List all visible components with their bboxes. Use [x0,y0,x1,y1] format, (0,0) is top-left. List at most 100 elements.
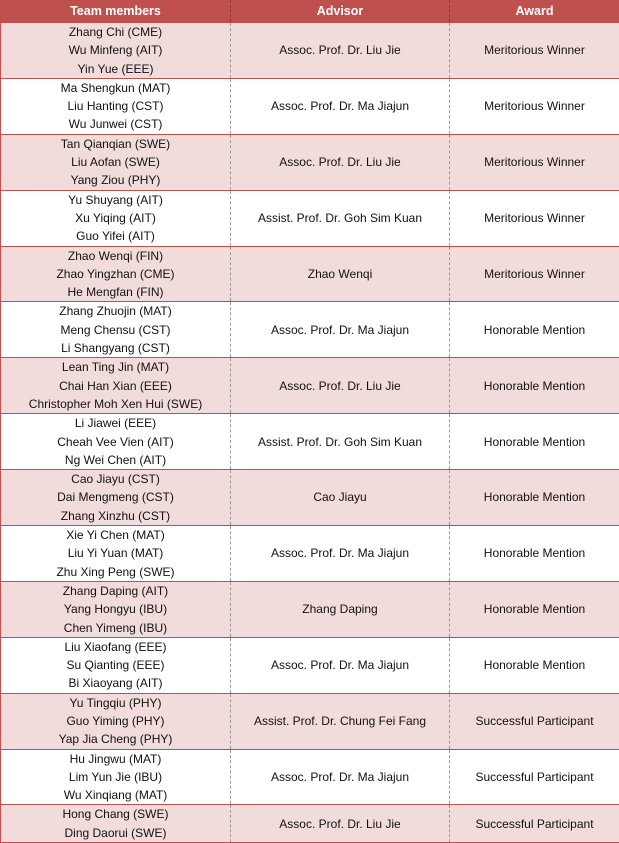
team-member: Yap Jia Cheng (PHY) [1,730,230,748]
award-cell: Meritorious Winner [450,190,619,246]
team-member: Chai Han Xian (EEE) [1,377,230,395]
team-members-cell: Zhao Wenqi (FIN)Zhao Yingzhan (CME)He Me… [1,246,231,302]
team-member: Xu Yiqing (AIT) [1,209,230,227]
team-members-cell: Ma Shengkun (MAT)Liu Hanting (CST)Wu Jun… [1,78,231,134]
advisor-cell: Assoc. Prof. Dr. Ma Jiajun [231,526,450,582]
team-members-cell: Hu Jingwu (MAT)Lim Yun Jie (IBU)Wu Xinqi… [1,749,231,805]
team-member: Wu Junwei (CST) [1,115,230,133]
team-member: Yang Ziou (PHY) [1,171,230,189]
table-row: Yu Shuyang (AIT)Xu Yiqing (AIT)Guo Yifei… [1,190,619,246]
team-member: Meng Chensu (CST) [1,321,230,339]
award-cell: Meritorious Winner [450,78,619,134]
team-members-cell: Lean Ting Jin (MAT)Chai Han Xian (EEE)Ch… [1,358,231,414]
advisor-cell: Cao Jiayu [231,470,450,526]
advisor-cell: Assist. Prof. Dr. Goh Sim Kuan [231,190,450,246]
award-cell: Honorable Mention [450,414,619,470]
team-members-cell: Cao Jiayu (CST)Dai Mengmeng (CST)Zhang X… [1,470,231,526]
team-member: Hong Chang (SWE) [1,805,230,823]
table-row: Hu Jingwu (MAT)Lim Yun Jie (IBU)Wu Xinqi… [1,749,619,805]
advisor-cell: Assoc. Prof. Dr. Liu Jie [231,358,450,414]
table-row: Zhang Zhuojin (MAT)Meng Chensu (CST)Li S… [1,302,619,358]
header-row: Team members Advisor Award [1,0,619,23]
team-member: Liu Yi Yuan (MAT) [1,544,230,562]
table-row: Cao Jiayu (CST)Dai Mengmeng (CST)Zhang X… [1,470,619,526]
team-member: Chen Yimeng (IBU) [1,619,230,637]
team-member: Zhang Xinzhu (CST) [1,507,230,525]
advisor-cell: Zhao Wenqi [231,246,450,302]
award-cell: Honorable Mention [450,581,619,637]
header-team-members: Team members [1,0,231,23]
advisor-cell: Assoc. Prof. Dr. Ma Jiajun [231,78,450,134]
team-member: He Mengfan (FIN) [1,283,230,301]
award-cell: Honorable Mention [450,358,619,414]
advisor-cell: Assoc. Prof. Dr. Ma Jiajun [231,302,450,358]
award-cell: Successful Participant [450,805,619,843]
team-member: Zhao Yingzhan (CME) [1,265,230,283]
team-member: Cao Jiayu (CST) [1,470,230,488]
team-member: Liu Hanting (CST) [1,97,230,115]
team-member: Ding Daorui (SWE) [1,824,230,842]
team-member: Guo Yifei (AIT) [1,227,230,245]
team-member: Cheah Vee Vien (AIT) [1,433,230,451]
advisor-cell: Assoc. Prof. Dr. Ma Jiajun [231,749,450,805]
team-member: Xie Yi Chen (MAT) [1,526,230,544]
advisor-cell: Assoc. Prof. Dr. Liu Jie [231,805,450,843]
team-members-cell: Zhang Daping (AIT)Yang Hongyu (IBU)Chen … [1,581,231,637]
award-cell: Meritorious Winner [450,246,619,302]
team-member: Yang Hongyu (IBU) [1,600,230,618]
team-member: Liu Aofan (SWE) [1,153,230,171]
award-cell: Honorable Mention [450,470,619,526]
team-member: Yin Yue (EEE) [1,60,230,78]
award-cell: Successful Participant [450,749,619,805]
table-row: Xie Yi Chen (MAT)Liu Yi Yuan (MAT)Zhu Xi… [1,526,619,582]
table-row: Hong Chang (SWE)Ding Daorui (SWE)Assoc. … [1,805,619,843]
team-member: Christopher Moh Xen Hui (SWE) [1,395,230,413]
table-row: Yu Tingqiu (PHY)Guo Yiming (PHY)Yap Jia … [1,693,619,749]
team-member: Tan Qianqian (SWE) [1,135,230,153]
table-row: Liu Xiaofang (EEE)Su Qianting (EEE)Bi Xi… [1,637,619,693]
award-cell: Meritorious Winner [450,134,619,190]
team-member: Li Jiawei (EEE) [1,414,230,432]
team-member: Li Shangyang (CST) [1,339,230,357]
team-member: Hu Jingwu (MAT) [1,750,230,768]
award-cell: Meritorious Winner [450,23,619,79]
team-member: Yu Tingqiu (PHY) [1,694,230,712]
team-member: Ma Shengkun (MAT) [1,79,230,97]
team-member: Wu Xinqiang (MAT) [1,786,230,804]
advisor-cell: Assoc. Prof. Dr. Liu Jie [231,23,450,79]
team-members-cell: Hong Chang (SWE)Ding Daorui (SWE) [1,805,231,843]
team-member: Guo Yiming (PHY) [1,712,230,730]
advisor-cell: Assoc. Prof. Dr. Ma Jiajun [231,637,450,693]
team-members-cell: Yu Shuyang (AIT)Xu Yiqing (AIT)Guo Yifei… [1,190,231,246]
table-row: Lean Ting Jin (MAT)Chai Han Xian (EEE)Ch… [1,358,619,414]
team-members-cell: Tan Qianqian (SWE)Liu Aofan (SWE)Yang Zi… [1,134,231,190]
team-member: Zhang Zhuojin (MAT) [1,302,230,320]
team-member: Su Qianting (EEE) [1,656,230,674]
team-member: Zhao Wenqi (FIN) [1,247,230,265]
header-award: Award [450,0,619,23]
advisor-cell: Assist. Prof. Dr. Goh Sim Kuan [231,414,450,470]
team-member: Liu Xiaofang (EEE) [1,638,230,656]
table-row: Zhang Daping (AIT)Yang Hongyu (IBU)Chen … [1,581,619,637]
advisor-cell: Assoc. Prof. Dr. Liu Jie [231,134,450,190]
team-member: Wu Minfeng (AIT) [1,41,230,59]
table-row: Li Jiawei (EEE)Cheah Vee Vien (AIT)Ng We… [1,414,619,470]
team-members-cell: Xie Yi Chen (MAT)Liu Yi Yuan (MAT)Zhu Xi… [1,526,231,582]
award-cell: Successful Participant [450,693,619,749]
advisor-cell: Assist. Prof. Dr. Chung Fei Fang [231,693,450,749]
team-member: Zhang Daping (AIT) [1,582,230,600]
table-row: Tan Qianqian (SWE)Liu Aofan (SWE)Yang Zi… [1,134,619,190]
team-member: Zhang Chi (CME) [1,23,230,41]
table-row: Zhang Chi (CME)Wu Minfeng (AIT)Yin Yue (… [1,23,619,79]
award-cell: Honorable Mention [450,526,619,582]
team-member: Yu Shuyang (AIT) [1,191,230,209]
table-row: Ma Shengkun (MAT)Liu Hanting (CST)Wu Jun… [1,78,619,134]
advisor-cell: Zhang Daping [231,581,450,637]
table-row: Zhao Wenqi (FIN)Zhao Yingzhan (CME)He Me… [1,246,619,302]
team-member: Ng Wei Chen (AIT) [1,451,230,469]
team-member: Zhu Xing Peng (SWE) [1,563,230,581]
team-member: Dai Mengmeng (CST) [1,488,230,506]
team-member: Bi Xiaoyang (AIT) [1,674,230,692]
team-members-cell: Zhang Zhuojin (MAT)Meng Chensu (CST)Li S… [1,302,231,358]
